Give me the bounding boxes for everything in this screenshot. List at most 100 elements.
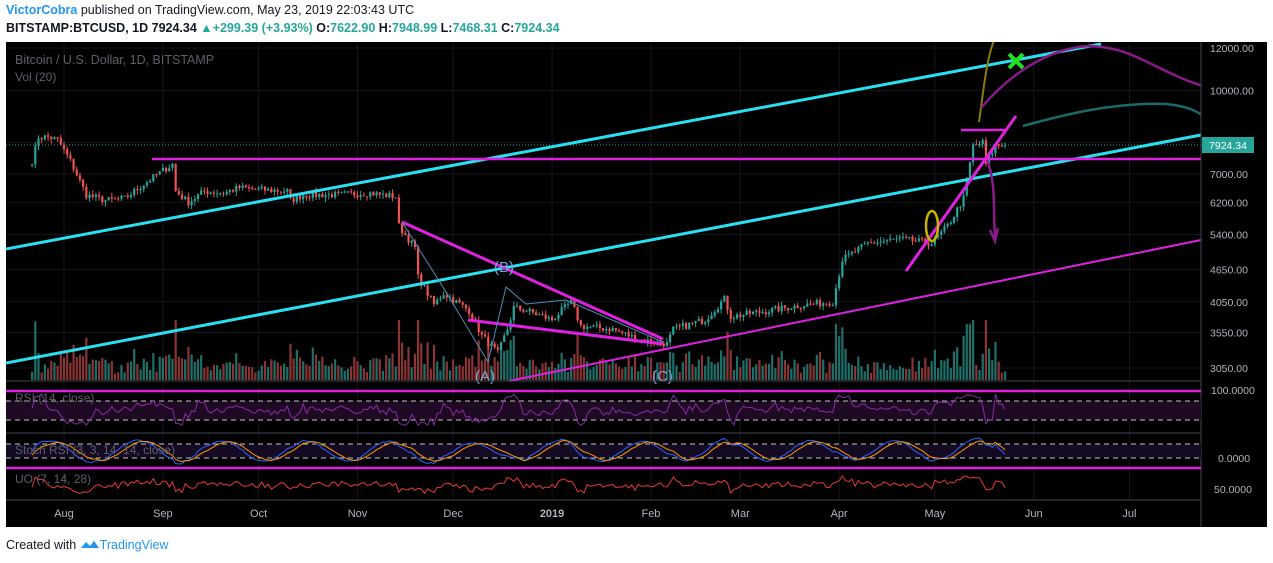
channel-middle-line — [5, 133, 1202, 365]
time-tick-label: Jun — [1025, 508, 1043, 520]
candle-body — [206, 191, 209, 194]
volume-bar — [88, 363, 91, 380]
candle-body — [758, 310, 761, 313]
volume-bar — [416, 320, 420, 380]
candle-body — [589, 326, 592, 328]
volume-bar — [136, 363, 139, 380]
footer: Created with TradingView — [6, 538, 168, 552]
volume-label: Vol (20) — [15, 70, 56, 84]
volume-bar — [209, 370, 212, 380]
time-tick-label: Apr — [831, 508, 848, 520]
candle-body — [525, 311, 528, 313]
candle-body — [164, 167, 168, 172]
uo-scale-label: 50.0000 — [1214, 484, 1252, 496]
volume-bar — [936, 368, 940, 380]
volume-bar — [748, 358, 751, 380]
candle-body — [547, 317, 550, 319]
candle-body — [503, 335, 506, 343]
volume-bar — [43, 364, 46, 380]
olive-projection-curve — [978, 39, 995, 123]
candle-body — [936, 234, 940, 238]
volume-bar — [474, 366, 477, 380]
volume-bar — [720, 350, 723, 380]
candle-body — [452, 297, 455, 303]
candle-body — [407, 234, 410, 243]
candle-body — [924, 238, 927, 244]
volume-bar — [123, 372, 126, 380]
price-tick-label: 12000.00 — [1210, 43, 1254, 55]
volume-bar — [582, 357, 586, 380]
candle-body — [857, 246, 860, 252]
candle-body — [557, 315, 560, 319]
chart-svg[interactable]: (B) (A) (C) 12000.00 10000.00 7000.00 6200.… — [5, 39, 1267, 527]
candle-body — [91, 194, 94, 197]
volume-bar — [825, 372, 828, 380]
candle-body — [908, 236, 911, 238]
volume-bar — [643, 366, 646, 380]
volume-bar — [391, 353, 394, 380]
volume-bar — [273, 360, 276, 380]
volume-bar — [187, 346, 190, 380]
volume-bar — [247, 366, 251, 380]
candle-body — [519, 305, 522, 310]
candle-body — [180, 194, 184, 199]
volume-bar — [592, 366, 595, 380]
volume-bar — [62, 357, 66, 380]
tradingview-link[interactable]: TradingView — [99, 538, 169, 552]
volume-bar — [621, 368, 624, 380]
candle-body — [263, 186, 267, 191]
channel-lower-line — [508, 239, 1202, 382]
candle-body — [796, 305, 799, 309]
candle-body — [97, 194, 101, 197]
volume-bar — [219, 369, 222, 380]
volume-bar — [790, 368, 793, 380]
volume-bar — [952, 351, 956, 380]
volume-bar — [614, 363, 617, 380]
volume-bar — [630, 366, 633, 380]
chart-area[interactable]: (B) (A) (C) 12000.00 10000.00 7000.00 6200.… — [5, 39, 1267, 527]
candle-body — [59, 138, 62, 145]
volume-bar — [251, 367, 254, 380]
volume-bar — [850, 364, 854, 380]
volume-bar — [397, 320, 401, 380]
volume-bar — [381, 370, 385, 380]
price-tick-label: 5400.00 — [1210, 230, 1248, 242]
candle-body — [506, 329, 509, 336]
author-link[interactable]: VictorCobra — [6, 3, 78, 17]
candle-body — [196, 194, 200, 199]
candle-body — [267, 188, 270, 191]
candle-body — [404, 233, 407, 235]
drawings: (B) (A) (C) — [5, 39, 1207, 385]
volume-bar — [311, 347, 314, 380]
candle-body — [445, 295, 448, 298]
candle-body — [113, 198, 117, 200]
candle-body — [854, 251, 857, 253]
volume-bar — [968, 323, 972, 380]
candle-body — [46, 135, 50, 137]
volume-bar — [126, 362, 129, 380]
candle-body — [375, 192, 378, 196]
candle-body — [943, 226, 946, 232]
volume-bar — [129, 361, 133, 380]
volume-bar — [560, 352, 563, 380]
wave-label-b: (B) — [494, 259, 514, 276]
candle-body — [560, 307, 563, 316]
volume-bar — [965, 324, 968, 380]
volume-bar — [78, 354, 82, 380]
volume-bar — [321, 356, 324, 380]
volume-bar — [308, 365, 311, 380]
candle-body — [665, 342, 669, 347]
volume-bar — [263, 361, 267, 380]
volume-bar — [981, 353, 984, 380]
candle-body — [946, 224, 949, 227]
candle-body — [720, 301, 723, 310]
wave-label-a: (A) — [475, 368, 495, 385]
candle-body — [302, 195, 305, 200]
volume-bar — [404, 360, 407, 380]
candle-body — [927, 243, 930, 246]
candle-body — [388, 193, 391, 198]
candle-body — [75, 169, 78, 176]
candle-body — [216, 193, 219, 195]
candle-body — [678, 325, 681, 327]
candle-body — [420, 274, 423, 287]
